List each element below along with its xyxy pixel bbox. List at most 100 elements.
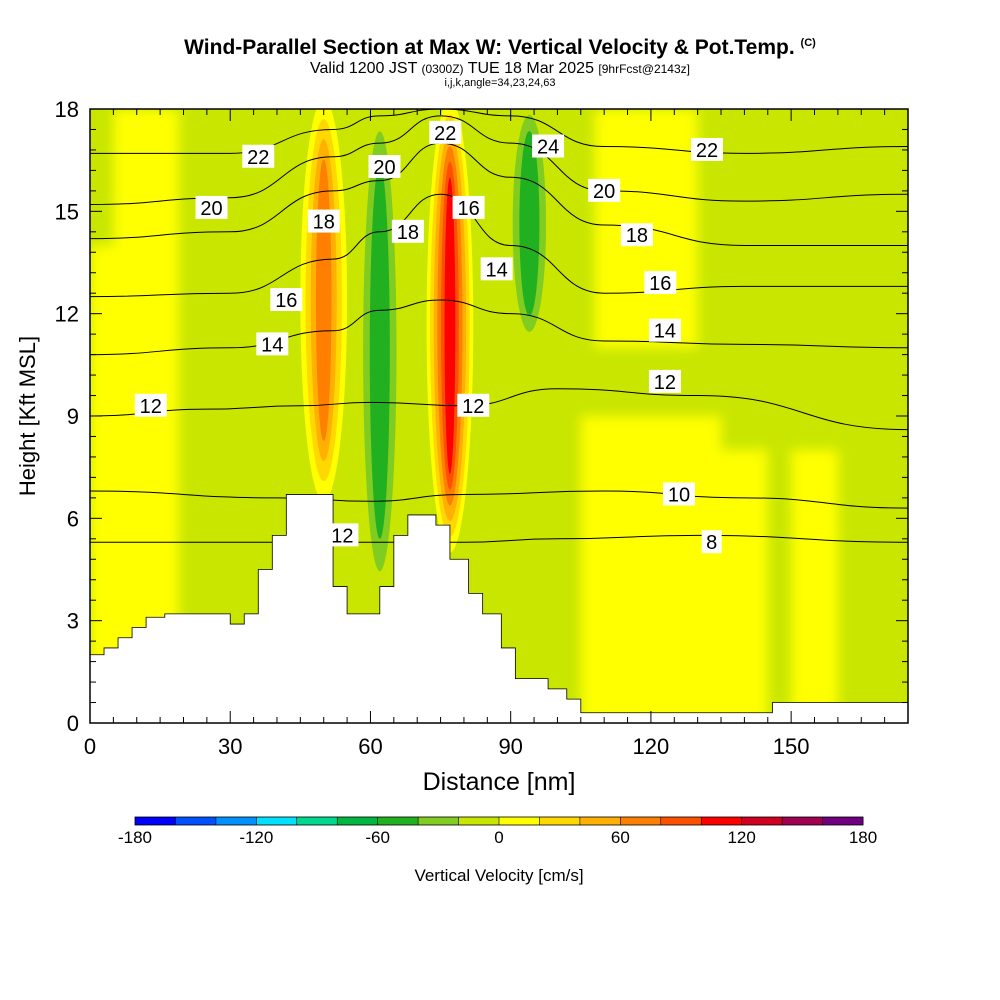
colorbar-tick-label: 0 [494, 828, 503, 847]
svg-text:18: 18 [397, 222, 419, 244]
svg-text:12: 12 [654, 372, 676, 394]
colorbar-tick-label: 60 [611, 828, 630, 847]
colorbar-swatch [539, 817, 581, 825]
x-tick-label: 90 [498, 734, 522, 759]
copyright-mark: (C) [800, 37, 816, 49]
contour-label: 22 [242, 144, 275, 169]
theta-contour-14 [90, 299, 908, 356]
contour-label: 16 [270, 288, 303, 312]
x-axis: 0 30 60 90 120 150 [84, 109, 909, 759]
colorbar: -180 -120 -60 0 60 120 180 [118, 816, 877, 847]
colorbar-tick-label: -120 [239, 828, 273, 847]
svg-text:10: 10 [668, 484, 690, 506]
contour-label: 18 [391, 219, 424, 244]
svg-text:18: 18 [313, 212, 335, 234]
svg-text:12: 12 [140, 396, 162, 418]
colorbar-swatch [701, 817, 743, 825]
svg-text:14: 14 [654, 321, 676, 343]
chart-title: Wind-Parallel Section at Max W: Vertical… [184, 36, 816, 59]
colorbar-swatch [741, 817, 783, 825]
colorbar-label: Vertical Velocity [cm/s] [414, 866, 583, 885]
colorbar-swatch [579, 817, 621, 825]
y-tick-label: 0 [67, 711, 79, 736]
y-tick-label: 12 [55, 302, 79, 327]
contour-label: 12 [648, 369, 681, 394]
contour-label: 10 [662, 482, 695, 506]
chart-subtitle: Valid 1200 JST (0300Z) TUE 18 Mar 2025 [… [310, 60, 690, 77]
colorbar-swatch [660, 817, 702, 825]
y-tick-label: 18 [55, 97, 79, 122]
contour-label: 20 [195, 195, 228, 220]
contour-label: 14 [648, 318, 681, 343]
contour-label: 22 [429, 120, 462, 145]
svg-text:16: 16 [649, 273, 671, 295]
contour-label: 12 [326, 523, 359, 547]
contour-label: 24 [532, 134, 565, 159]
y-tick-label: 3 [67, 609, 79, 634]
contour-label: 12 [457, 393, 490, 418]
colorbar-swatch [458, 817, 500, 825]
contour-label: 20 [588, 178, 621, 203]
svg-text:14: 14 [261, 334, 283, 356]
y-tick-label: 6 [67, 506, 79, 531]
x-tick-label: 0 [84, 734, 96, 759]
colorbar-swatch [822, 817, 864, 825]
colorbar-swatch [782, 817, 823, 825]
velocity-feature-3-level-3 [519, 130, 540, 316]
x-axis-label: Distance [nm] [423, 768, 576, 796]
contour-label: 14 [256, 332, 289, 356]
velocity-feature-2-level-6 [444, 177, 456, 474]
y-axis-label: Height [Kft MSL] [15, 336, 40, 496]
svg-text:20: 20 [373, 157, 395, 179]
colorbar-swatch [499, 817, 540, 825]
colorbar-swatch [256, 817, 298, 825]
colorbar-swatch [418, 817, 459, 825]
contour-label: 14 [480, 257, 513, 281]
theta-contour-18 [90, 142, 908, 246]
theta-contour-8 [90, 534, 908, 543]
theta-contour-10 [90, 490, 908, 509]
svg-text:20: 20 [593, 181, 615, 203]
velocity-feature-1-level-3 [369, 163, 390, 539]
svg-text:12: 12 [331, 525, 353, 547]
contour-label: 18 [620, 223, 653, 247]
contour-label: 18 [307, 209, 340, 234]
colorbar-swatch [296, 817, 338, 825]
svg-text:16: 16 [457, 198, 479, 220]
velocity-feature-0-level-4 [315, 159, 332, 441]
colorbar-tick-label: 180 [849, 828, 877, 847]
y-tick-label: 15 [55, 199, 79, 224]
x-tick-label: 120 [633, 734, 670, 759]
contour-labels: 22 20 18 16 14 12 12 20 22 18 16 14 12 24 20 18 16 14 12 22… [134, 120, 724, 554]
colorbar-swatch [215, 817, 257, 825]
contour-label: 16 [452, 195, 485, 220]
svg-text:12: 12 [462, 396, 484, 418]
svg-text:16: 16 [275, 290, 297, 312]
svg-text:20: 20 [200, 198, 222, 220]
svg-text:18: 18 [626, 225, 648, 247]
contour-label: 22 [691, 137, 724, 162]
terrain [89, 494, 909, 724]
x-tick-label: 60 [358, 734, 382, 759]
colorbar-swatch [377, 817, 419, 825]
svg-text:22: 22 [434, 123, 456, 145]
colorbar-swatch [620, 817, 662, 825]
colorbar-swatch [135, 817, 176, 825]
colorbar-tick-label: -60 [365, 828, 390, 847]
svg-text:22: 22 [247, 147, 269, 169]
colorbar-tick-label: 120 [727, 828, 755, 847]
colorbar-tick-label: -180 [118, 828, 152, 847]
shading-band [580, 416, 768, 723]
colorbar-swatch [175, 817, 217, 825]
svg-text:24: 24 [537, 137, 559, 159]
y-tick-label: 9 [67, 404, 79, 429]
x-tick-label: 150 [773, 734, 810, 759]
chart-subtitle-indices: i,j,k,angle=34,23,24,63 [444, 77, 556, 89]
contour-label: 12 [134, 393, 167, 418]
svg-text:8: 8 [706, 532, 717, 554]
contour-label: 20 [368, 154, 401, 179]
contour-label: 16 [644, 270, 677, 295]
plot-area: 22 20 18 16 14 12 12 20 22 18 16 14 12 24 20 18 16 14 12 22… [89, 108, 909, 724]
contour-label: 8 [701, 530, 722, 554]
svg-text:22: 22 [696, 140, 718, 162]
